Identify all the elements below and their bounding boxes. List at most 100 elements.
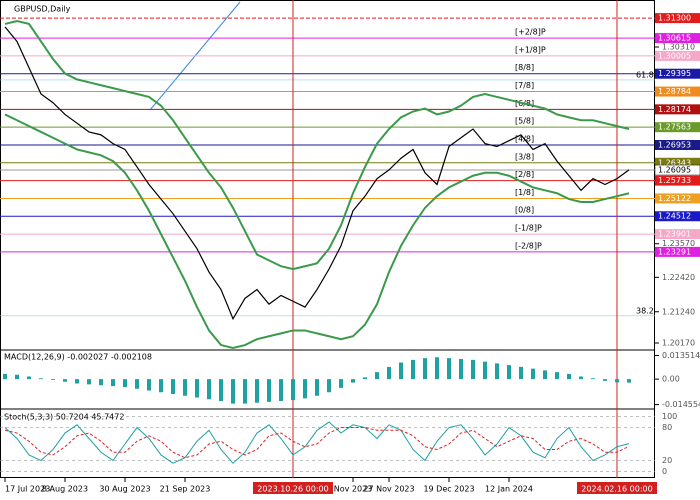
macd-bar — [159, 379, 163, 393]
macd-bar — [435, 357, 439, 380]
level-label: 1.23901 — [658, 230, 691, 239]
x-tick-label: 2023.10.26 00:00 — [257, 485, 328, 494]
level-label: 1.23291 — [658, 247, 691, 256]
macd-bar — [75, 379, 79, 384]
murrey-label: [+2/8]P — [515, 28, 546, 37]
macd-bar — [171, 379, 175, 394]
murrey-label: [-2/8]P — [515, 241, 542, 250]
level-label-bg — [655, 139, 700, 150]
macd-bar — [51, 379, 55, 380]
macd-bar — [483, 361, 487, 380]
level-label-bg — [655, 246, 700, 257]
macd-bar — [603, 379, 607, 381]
macd-bar — [327, 379, 331, 393]
x-tick-label: 27 Nov 2023 — [363, 485, 414, 494]
macd-bar — [195, 379, 199, 398]
macd-bar — [495, 363, 499, 380]
level-label: 1.28784 — [658, 87, 691, 96]
macd-bar — [387, 366, 391, 380]
level-label-bg — [655, 50, 700, 61]
murrey-label: [5/8] — [515, 117, 534, 126]
macd-bar — [207, 379, 211, 400]
level-label: 1.29395 — [658, 69, 691, 78]
macd-bar — [255, 379, 259, 403]
macd-bar — [15, 374, 19, 380]
level-label-bg — [655, 175, 700, 186]
level-label-bg — [655, 13, 700, 24]
y-tick-label: 20 — [662, 456, 672, 465]
level-label-bg — [655, 68, 700, 79]
level-label: 1.31300 — [658, 14, 691, 23]
stoch-line — [4, 427, 630, 459]
series-line — [4, 26, 630, 321]
level-label: 1.24512 — [658, 212, 691, 221]
macd-bar — [519, 366, 523, 380]
x-tick-label: 19 Dec 2023 — [423, 485, 474, 494]
macd-bar — [579, 376, 583, 380]
murrey-label: [-1/8]P — [515, 224, 542, 233]
y-tick-label: 1.22420 — [662, 273, 695, 282]
macd-bar — [183, 379, 187, 396]
x-tick-label: 12 Jan 2024 — [485, 485, 533, 494]
level-label-bg — [655, 211, 700, 222]
macd-bar — [87, 379, 91, 385]
x-tick-label: 17 Jul 2023 — [5, 485, 50, 494]
level-label-bg — [654, 164, 700, 176]
chart-title: GBPUSD,Daily — [14, 5, 71, 14]
macd-title: MACD(12,26,9) -0.002027 -0.002108 — [4, 353, 152, 362]
y-tick-label: 1.23570 — [662, 239, 695, 248]
murrey-label: [+1/8]P — [515, 45, 546, 54]
x-tick-label: Nov 2023 — [334, 485, 373, 494]
marker-label-bg — [253, 482, 333, 494]
macd-bar — [351, 379, 355, 383]
macd-bar — [567, 373, 571, 380]
macd-bar — [135, 379, 139, 389]
level-label: 1.30005 — [658, 51, 691, 60]
level-label: 1.28174 — [658, 105, 691, 114]
macd-bar — [615, 379, 619, 383]
macd-bar — [147, 379, 151, 391]
y-tick-label: 100 — [662, 412, 677, 421]
level-label: 1.27563 — [658, 123, 691, 132]
y-tick-label: 0 — [662, 467, 667, 476]
macd-bar — [291, 379, 295, 401]
plot-frame — [0, 0, 655, 478]
stoch-title: Stoch(5,3,3) 50.7204 45.7472 — [4, 413, 124, 422]
macd-bar — [459, 359, 463, 380]
level-label-bg — [655, 86, 700, 97]
macd-bar — [375, 372, 379, 380]
level-label-bg — [655, 122, 700, 133]
level-label-bg — [655, 229, 700, 240]
macd-bar — [543, 370, 547, 380]
level-label-bg — [655, 193, 700, 204]
y-tick-label: 1.21240 — [662, 307, 695, 316]
x-tick-label: 30 Aug 2023 — [99, 485, 150, 494]
x-tick-label: 21 Sep 2023 — [160, 485, 211, 494]
level-label-bg — [655, 104, 700, 115]
murrey-label: [8/8] — [515, 63, 534, 72]
marker-label-bg — [577, 482, 657, 494]
macd-bar — [123, 379, 127, 387]
macd-bar — [555, 372, 559, 380]
level-label: 1.26953 — [658, 140, 691, 149]
level-label-bg — [655, 157, 700, 168]
level-label: 1.25733 — [658, 176, 691, 185]
macd-bar — [471, 359, 475, 380]
macd-bar — [267, 379, 271, 402]
level-label-bg — [655, 33, 700, 44]
x-tick-label: 2024.02.16 00:00 — [581, 485, 652, 494]
macd-bar — [531, 368, 535, 380]
macd-bar — [39, 378, 43, 380]
murrey-label: [0/8] — [515, 206, 534, 215]
murrey-label: [3/8] — [515, 152, 534, 161]
fib-label: 38.2 — [636, 306, 654, 315]
y-tick-label: 0.00 — [662, 375, 680, 384]
macd-bar — [339, 379, 343, 388]
macd-bar — [399, 362, 403, 380]
y-tick-label: 80 — [662, 423, 672, 432]
y-tick-label: 1.30310 — [662, 42, 695, 51]
macd-bar — [423, 358, 427, 380]
macd-bar — [507, 365, 511, 380]
fib-label: 61.8 — [636, 70, 654, 79]
